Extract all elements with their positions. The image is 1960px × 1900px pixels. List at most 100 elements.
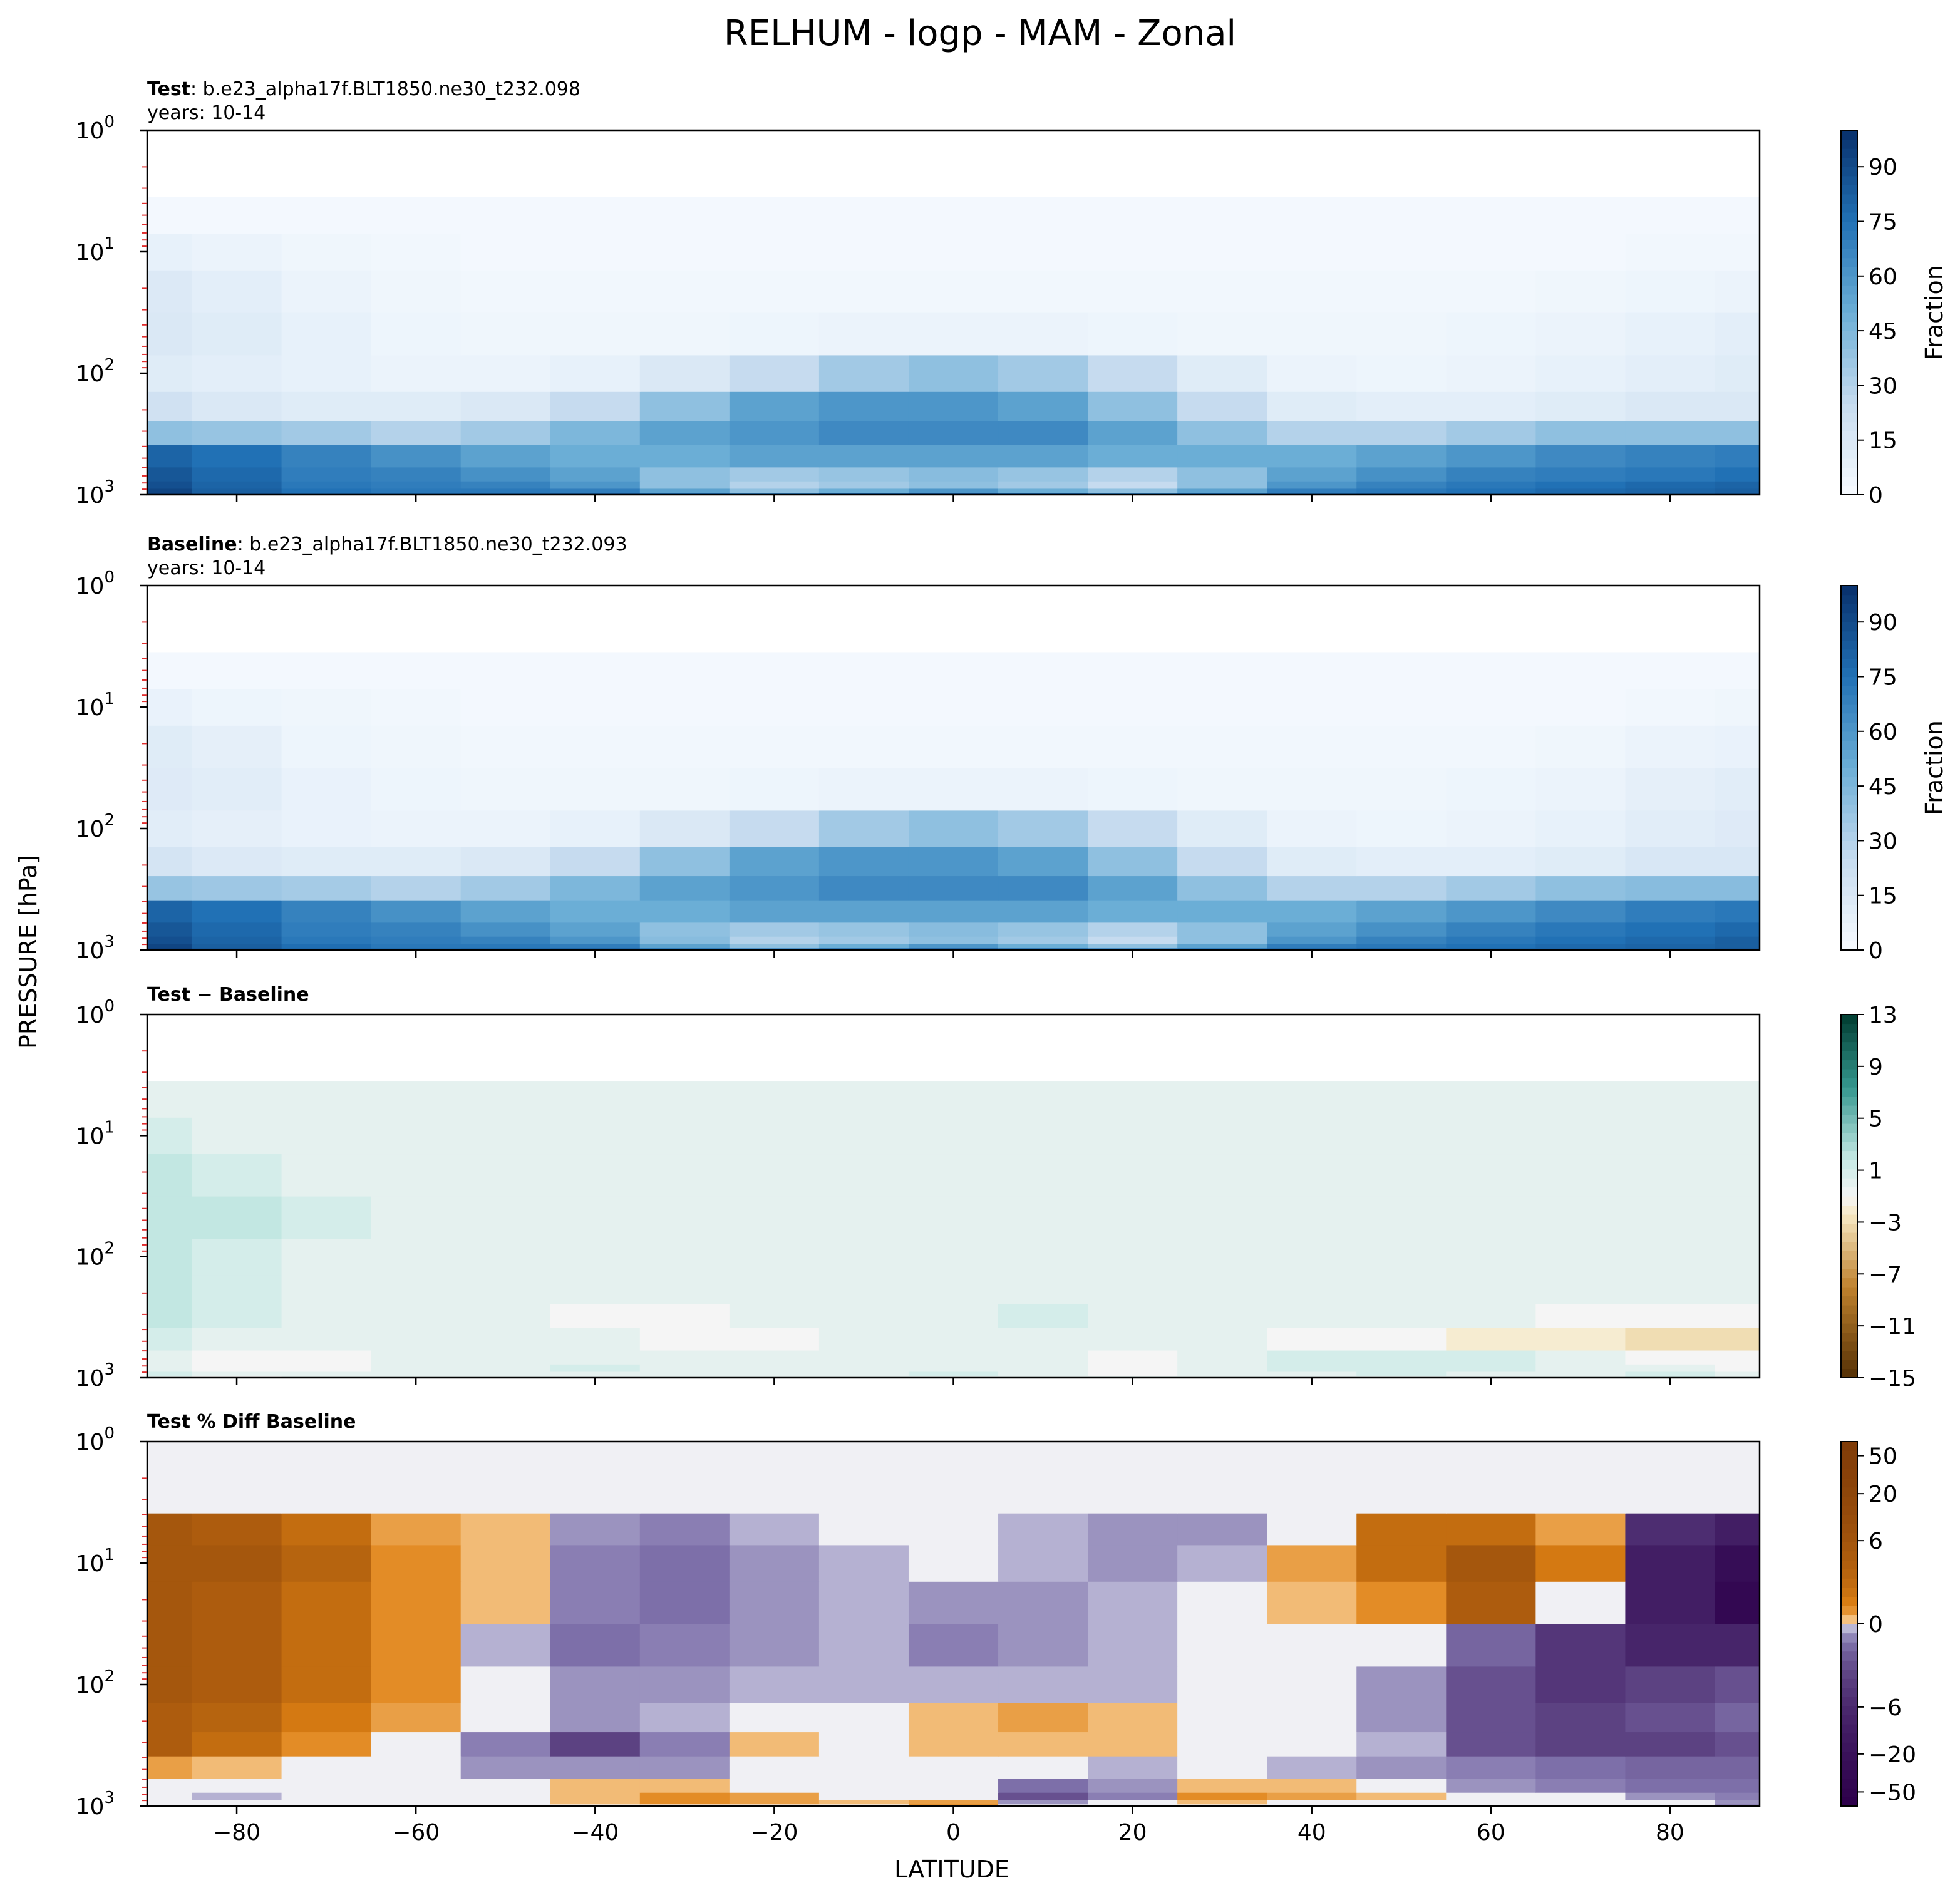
heatmap-cell [1356, 1196, 1447, 1239]
heatmap-cell [908, 847, 999, 877]
heatmap-cell [639, 1666, 730, 1703]
heatmap-cell [1356, 1154, 1447, 1197]
heatmap-cell [1535, 1375, 1626, 1378]
colorbar-segment [1841, 667, 1857, 678]
heatmap-cell [147, 1350, 193, 1365]
heatmap-cell [908, 1274, 999, 1304]
heatmap-cell [147, 1703, 193, 1733]
heatmap-cell [281, 847, 372, 877]
heatmap-cell [818, 1581, 909, 1624]
heatmap-cell [1446, 1442, 1536, 1471]
colorbar-segment [1841, 1605, 1857, 1616]
heatmap-cell [908, 1544, 999, 1582]
colorbar-tick-label: 5 [1869, 1107, 1883, 1132]
heatmap-cell [460, 1154, 551, 1197]
heatmap-cell [1267, 768, 1357, 811]
colorbar-segment [1841, 740, 1857, 750]
colorbar-segment [1841, 212, 1857, 222]
heatmap-cell [281, 391, 372, 421]
y-tick-label: 102 [76, 1667, 115, 1698]
heatmap-cell [1446, 652, 1536, 689]
heatmap-cell [1088, 1364, 1178, 1372]
heatmap-cell [371, 1081, 462, 1118]
heatmap-cell [1535, 467, 1626, 482]
heatmap-cell [1267, 481, 1357, 489]
heatmap-cell [639, 943, 730, 949]
heatmap-cell [147, 1470, 193, 1514]
heatmap-cell [1177, 1624, 1267, 1667]
heatmap-cell [639, 270, 730, 313]
heatmap-cells [147, 652, 1760, 951]
heatmap-cell [192, 1799, 282, 1805]
colorbar-segment [1841, 877, 1857, 887]
heatmap-cell [1535, 1238, 1626, 1276]
heatmap-cell [147, 1303, 193, 1328]
heatmap-cell [460, 1732, 551, 1757]
heatmap-cell [1625, 1154, 1716, 1197]
colorbar-segment [1841, 1096, 1857, 1106]
heatmap-cell [1535, 1778, 1626, 1793]
colorbar-segment [1841, 1187, 1857, 1197]
heatmap-cell [1356, 1375, 1447, 1378]
y-tick-label: 101 [76, 234, 115, 266]
heatmap-cell [550, 420, 641, 445]
colorbar-tick-label: 45 [1869, 774, 1897, 800]
colorbar-segment [1841, 431, 1857, 441]
heatmap-cell [550, 488, 641, 493]
heatmap-cell [1446, 270, 1536, 313]
heatmap-cell [147, 1513, 193, 1546]
y-tick-label: 103 [76, 932, 115, 964]
heatmap-cell [729, 233, 820, 271]
heatmap-cell [1267, 1442, 1357, 1471]
colorbar-segment [1841, 1278, 1857, 1288]
heatmap-cell [281, 810, 372, 847]
heatmap-cell [1177, 1544, 1267, 1582]
colorbar-segment [1841, 413, 1857, 423]
heatmap-cell [550, 233, 641, 271]
colorbar-segment [1841, 1496, 1857, 1506]
heatmap-cell [1715, 1364, 1760, 1372]
heatmap-cell [1356, 1117, 1447, 1155]
heatmap-cell [1535, 488, 1626, 493]
colorbar-segment [1841, 267, 1857, 277]
heatmap-cell [639, 922, 730, 937]
heatmap-cell [192, 1117, 282, 1155]
heatmap-cell [1715, 1513, 1760, 1546]
heatmap-cell [460, 1364, 551, 1372]
colorbar-segment [1841, 831, 1857, 841]
heatmap-cell [1177, 810, 1267, 847]
colorbar-segment [1841, 349, 1857, 359]
colorbar-segment [1841, 1614, 1857, 1624]
heatmap-cell [550, 481, 641, 489]
heatmap-cell [1625, 233, 1716, 271]
heatmap-cell [1356, 1581, 1447, 1624]
heatmap-cell [1356, 1513, 1447, 1546]
heatmap-cell [1088, 1371, 1178, 1376]
heatmap-cell [998, 1624, 1088, 1667]
colorbar-segment [1841, 758, 1857, 768]
colorbar-segment [1841, 1769, 1857, 1779]
heatmap-cell [998, 488, 1088, 493]
heatmap-cell [192, 688, 282, 726]
heatmap-cell [998, 1666, 1088, 1703]
heatmap-cell [729, 922, 820, 937]
heatmap-cell [1177, 1196, 1267, 1239]
heatmap-cell [998, 725, 1088, 768]
heatmap-cell [908, 1081, 999, 1118]
heatmap-cell [729, 1196, 820, 1239]
heatmap-cell [192, 492, 282, 495]
heatmap-cell [1177, 943, 1267, 949]
heatmap-cell [729, 445, 820, 468]
colorbar-segment [1841, 1069, 1857, 1079]
heatmap-cell [1625, 652, 1716, 689]
heatmap-cell [1625, 391, 1716, 421]
heatmap-cell [1088, 875, 1178, 901]
heatmap-cell [1267, 1624, 1357, 1667]
colorbar-segment [1841, 1332, 1857, 1342]
heatmap-cell [729, 420, 820, 445]
heatmap-cell [729, 1328, 820, 1351]
heatmap-cell [371, 492, 462, 495]
heatmap-cell [371, 1778, 462, 1793]
heatmap-cell [908, 1792, 999, 1800]
